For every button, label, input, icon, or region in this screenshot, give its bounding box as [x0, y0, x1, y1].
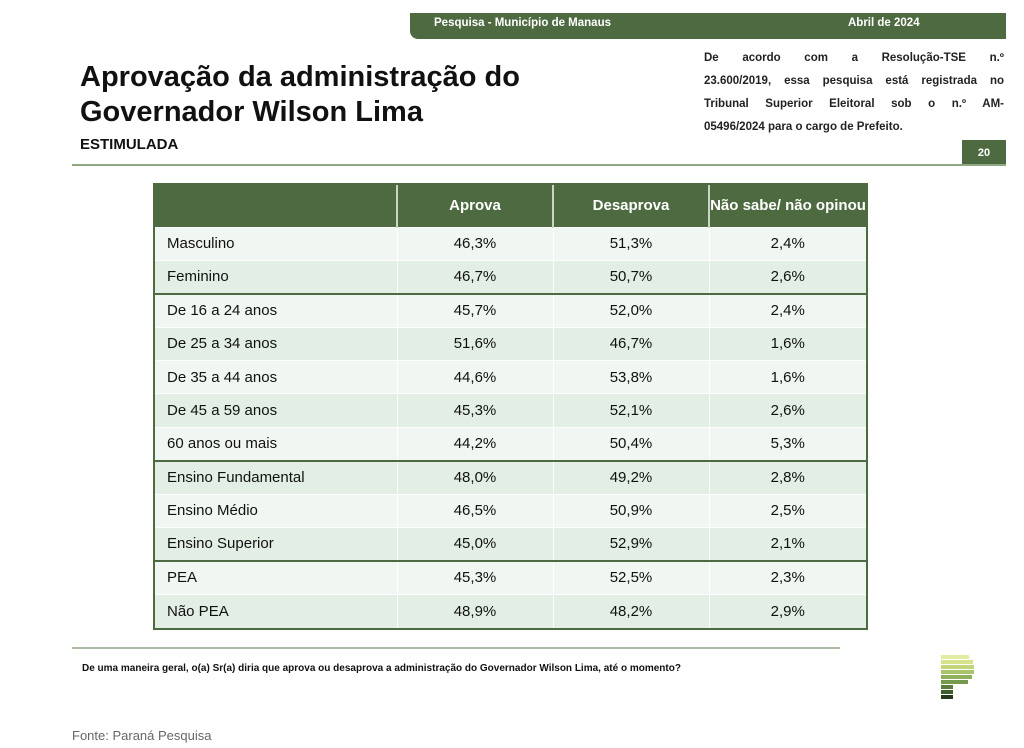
table-row: De 35 a 44 anos 44,6% 53,8% 1,6%: [155, 360, 866, 394]
survey-date: Abril de 2024: [848, 17, 920, 29]
row-label: De 25 a 34 anos: [155, 326, 397, 361]
legal-notice: De acordo com a Resolução-TSE n.º 23.600…: [704, 47, 1004, 139]
title-line: Governador Wilson Lima: [80, 96, 423, 128]
page-number: 20: [962, 140, 1006, 166]
row-label: De 45 a 59 anos: [155, 393, 397, 428]
cell-value: 52,0%: [552, 292, 709, 328]
cell-value: 46,7%: [552, 326, 709, 361]
cell-value: 50,4%: [552, 426, 709, 461]
cell-value: 46,7%: [396, 259, 553, 294]
table-row: De 45 a 59 anos 45,3% 52,1% 2,6%: [155, 393, 866, 428]
cell-value: 49,2%: [552, 459, 709, 495]
cell-value: 1,6%: [708, 326, 866, 361]
cell-value: 50,7%: [552, 259, 709, 294]
table-row: De 16 a 24 anos 45,7% 52,0% 2,4%: [155, 292, 866, 328]
cell-value: 52,9%: [552, 527, 709, 561]
divider: [72, 164, 1006, 166]
cell-value: 48,2%: [552, 593, 709, 628]
cell-value: 45,3%: [396, 559, 553, 595]
cell-value: 50,9%: [552, 493, 709, 528]
legal-line: 05496/2024 para o cargo de Prefeito.: [704, 121, 903, 133]
survey-name: Pesquisa - Município de Manaus: [434, 17, 612, 29]
cell-value: 51,3%: [552, 226, 709, 261]
cell-value: 5,3%: [708, 426, 866, 461]
table-row: 60 anos ou mais 44,2% 50,4% 5,3%: [155, 426, 866, 461]
cell-value: 2,4%: [708, 292, 866, 328]
cell-value: 45,3%: [396, 393, 553, 428]
cell-value: 52,1%: [552, 393, 709, 428]
source-caption: Fonte: Paraná Pesquisa: [72, 728, 212, 743]
row-label: Ensino Médio: [155, 493, 397, 528]
divider: [72, 647, 840, 649]
row-label: Não PEA: [155, 593, 397, 628]
row-label: Ensino Fundamental: [155, 459, 397, 495]
table-row: De 25 a 34 anos 51,6% 46,7% 1,6%: [155, 326, 866, 361]
table-row: Ensino Médio 46,5% 50,9% 2,5%: [155, 493, 866, 528]
row-label: 60 anos ou mais: [155, 426, 397, 461]
survey-header-bar: Pesquisa - Município de Manaus Abril de …: [410, 13, 1006, 39]
table-row: Ensino Fundamental 48,0% 49,2% 2,8%: [155, 459, 866, 495]
table-row: PEA 45,3% 52,5% 2,3%: [155, 559, 866, 595]
column-header: Não sabe/ não opinou: [708, 185, 866, 227]
cell-value: 45,7%: [396, 292, 553, 328]
cell-value: 2,9%: [708, 593, 866, 628]
cell-value: 53,8%: [552, 360, 709, 394]
table-row: Feminino 46,7% 50,7% 2,6%: [155, 259, 866, 294]
cell-value: 2,4%: [708, 226, 866, 261]
cell-value: 48,0%: [396, 459, 553, 495]
table-row: Não PEA 48,9% 48,2% 2,9%: [155, 593, 866, 628]
page-subtitle: ESTIMULADA: [80, 136, 179, 153]
page-title: Aprovação da administração do Governador…: [80, 60, 520, 130]
cell-value: 2,8%: [708, 459, 866, 495]
cell-value: 2,6%: [708, 393, 866, 428]
cell-value: 2,5%: [708, 493, 866, 528]
cell-value: 48,9%: [396, 593, 553, 628]
cell-value: 51,6%: [396, 326, 553, 361]
legal-line: Tribunal Superior Eleitoral sob o n.º AM…: [704, 98, 1004, 110]
cell-value: 46,5%: [396, 493, 553, 528]
table-row: Ensino Superior 45,0% 52,9% 2,1%: [155, 527, 866, 561]
cell-value: 44,6%: [396, 360, 553, 394]
title-line: Aprovação da administração do: [80, 61, 520, 93]
cell-value: 1,6%: [708, 360, 866, 394]
row-label: Feminino: [155, 259, 397, 294]
row-label: Masculino: [155, 226, 397, 261]
cell-value: 45,0%: [396, 527, 553, 561]
legal-line: De acordo com a Resolução-TSE n.º: [704, 52, 1004, 64]
survey-question: De uma maneira geral, o(a) Sr(a) diria q…: [82, 663, 681, 674]
column-header: Desaprova: [552, 185, 709, 227]
legal-line: 23.600/2019, essa pesquisa está registra…: [704, 75, 1004, 87]
row-label: De 16 a 24 anos: [155, 292, 397, 328]
column-header: [155, 185, 397, 227]
results-table: Aprova Desaprova Não sabe/ não opinou Masc…: [153, 183, 868, 630]
cell-value: 46,3%: [396, 226, 553, 261]
parana-pesquisa-logo: [941, 655, 974, 699]
cell-value: 2,3%: [708, 559, 866, 595]
cell-value: 44,2%: [396, 426, 553, 461]
row-label: Ensino Superior: [155, 527, 397, 561]
cell-value: 2,1%: [708, 527, 866, 561]
row-label: PEA: [155, 559, 397, 595]
column-header: Aprova: [396, 185, 553, 227]
table-row: Masculino 46,3% 51,3% 2,4%: [155, 226, 866, 261]
cell-value: 2,6%: [708, 259, 866, 294]
cell-value: 52,5%: [552, 559, 709, 595]
row-label: De 35 a 44 anos: [155, 360, 397, 394]
